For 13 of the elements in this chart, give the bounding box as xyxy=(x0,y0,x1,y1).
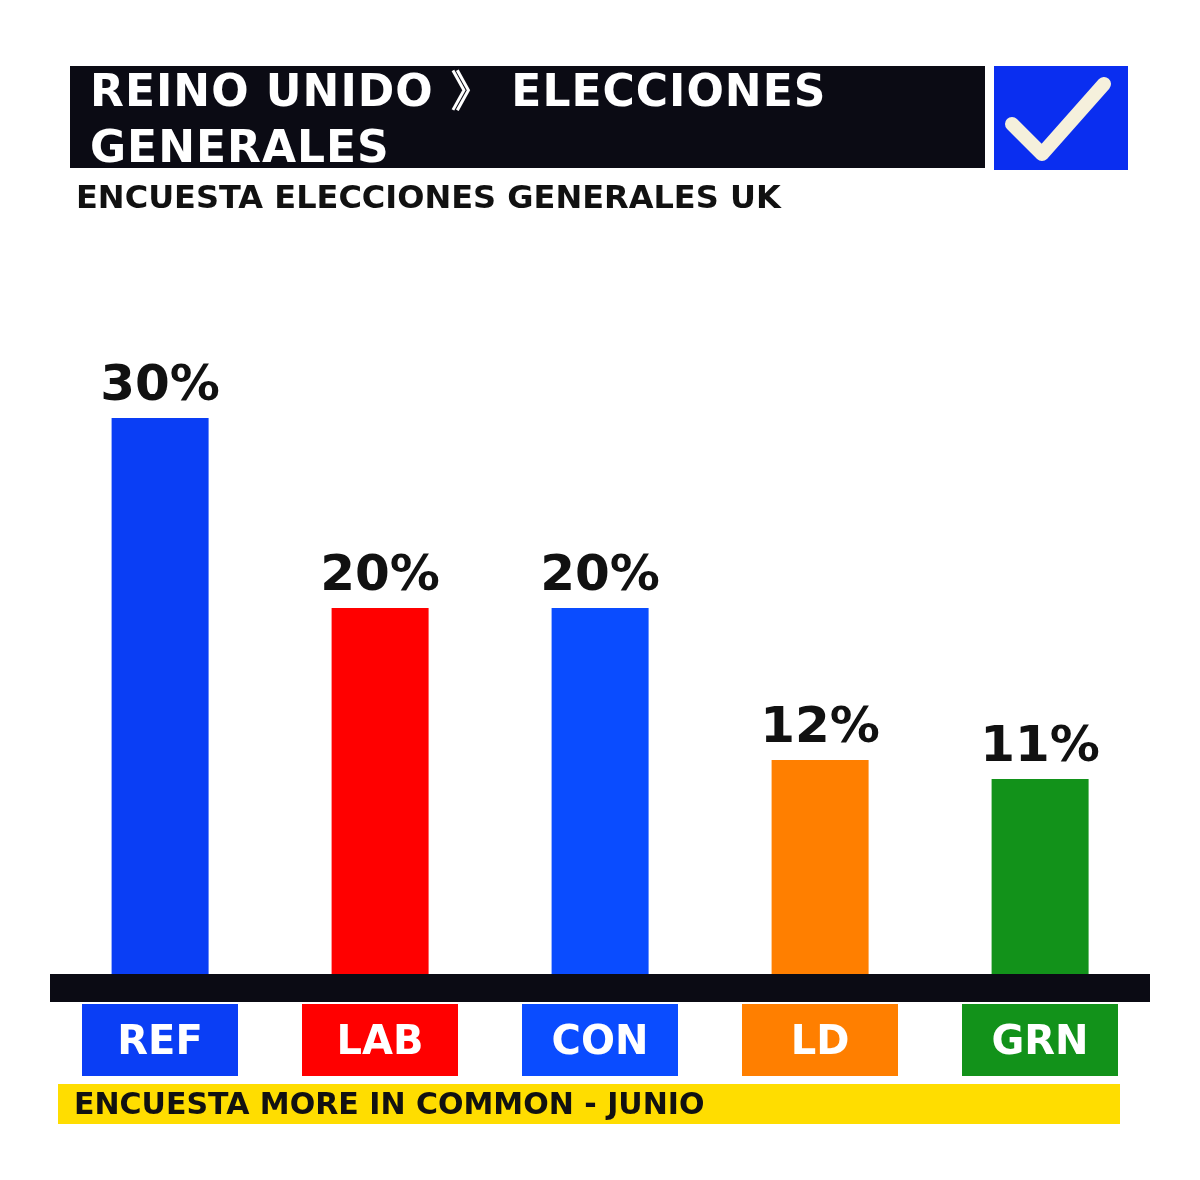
chart-subtitle: ENCUESTA ELECCIONES GENERALES UK xyxy=(76,178,781,216)
data-label: 20% xyxy=(320,544,440,602)
data-label: 11% xyxy=(980,715,1100,773)
x-tick-label: LAB xyxy=(336,1017,424,1063)
x-tick-label: CON xyxy=(551,1017,649,1063)
chart-title: REINO UNIDO 》 ELECCIONES GENERALES xyxy=(89,65,828,172)
data-label: 30% xyxy=(100,354,220,412)
text: ENCUESTA MORE IN COMMON - JUNIO xyxy=(58,1084,1120,1124)
data-label: 20% xyxy=(540,544,660,602)
x-tick-label: GRN xyxy=(991,1017,1089,1063)
x-tick-label: LD xyxy=(790,1017,850,1063)
data-label: 12% xyxy=(760,696,880,754)
x-tick-label: REF xyxy=(117,1017,203,1063)
